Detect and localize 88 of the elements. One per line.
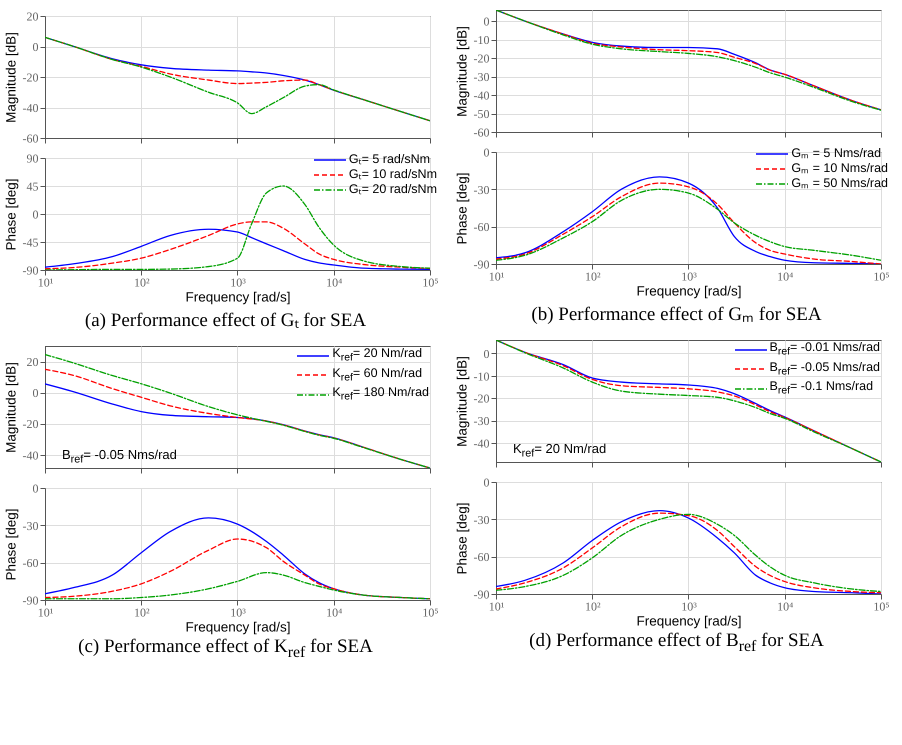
y-tick-label: -20 [474, 392, 490, 406]
x-tick-label: 10³ [230, 606, 246, 620]
y-tick-label: -20 [22, 70, 38, 84]
x-tick-label: 10¹ [38, 606, 54, 620]
y-tick-label: -40 [474, 436, 490, 450]
y-tick-label: -40 [474, 88, 490, 103]
x-tick-label: 10⁴ [326, 276, 342, 290]
x-tick-label: 10⁵ [422, 276, 439, 290]
y-tick-label: -90 [474, 258, 490, 272]
y-tick-label: -30 [474, 512, 490, 527]
x-tick-label: 10³ [681, 270, 698, 284]
x-tick-label: 10⁴ [777, 600, 794, 614]
x-tick-label: 10³ [230, 276, 246, 290]
y-tick-label: -60 [474, 220, 490, 234]
x-axis-title: Frequency [rad/s] [636, 284, 742, 298]
y-tick-label: -10 [474, 33, 490, 48]
y-tick-label: -30 [474, 70, 490, 84]
text: (c) Performance effect of K$_{ref}$ for SEA [77, 636, 374, 662]
x-tick-label: 10² [134, 606, 150, 620]
y-tick-label: 20 [26, 10, 38, 24]
x-tick-label: 10² [134, 276, 150, 290]
y-axis-title: Magnitude [dB] [454, 356, 470, 447]
y-axis-title: Phase [deg] [4, 178, 19, 251]
x-tick-label: 10⁴ [777, 270, 794, 284]
y-tick-label: -50 [474, 107, 490, 122]
legend-label: Gₘ = 5 Nms/rad [791, 146, 882, 161]
text: (b) Performance effect of Gₘ for SEA [530, 303, 823, 326]
y-tick-label: -20 [474, 52, 490, 66]
y-tick-label: 0 [32, 208, 38, 222]
y-tick-label: -60 [22, 556, 38, 570]
x-tick-label: 10² [584, 270, 601, 284]
x-axis-title: Frequency [rad/s] [185, 620, 291, 634]
text: (d) Performance effect of B$_{ref}$ for SEA [528, 630, 825, 656]
y-tick-label: 0 [484, 346, 490, 361]
y-axis-title: Phase [deg] [454, 502, 470, 575]
x-tick-label: 10³ [681, 600, 698, 614]
text: (a) Performance effect of Gₜ for SEA [84, 309, 368, 332]
y-tick-label: -20 [22, 417, 38, 432]
legend-label: K$_{ref}$= 180 Nm/rad [332, 385, 429, 404]
y-tick-label: -45 [22, 236, 38, 250]
x-tick-label: 10² [584, 600, 601, 614]
y-tick-label: -60 [22, 132, 38, 146]
y-axis-title: Magnitude [dB] [454, 26, 470, 117]
y-axis-title: Phase [deg] [4, 508, 19, 581]
y-tick-label: -90 [22, 264, 38, 278]
y-tick-label: -60 [474, 126, 490, 140]
legend-label: K$_{ref}$= 20 Nm/rad [332, 346, 422, 366]
y-tick-label: -10 [474, 369, 490, 384]
y-tick-label: -40 [22, 101, 38, 115]
x-tick-label: 10⁴ [326, 606, 342, 620]
x-tick-label: 10⁵ [873, 600, 890, 614]
legend-label: Gₘ = 50 Nms/rad [791, 176, 888, 191]
y-tick-label: 0 [484, 14, 490, 29]
y-tick-label: -60 [474, 550, 490, 564]
y-tick-label: 0 [32, 386, 38, 400]
y-tick-label: 0 [484, 476, 490, 490]
legend-label: Gₘ = 10 Nms/rad [791, 161, 888, 176]
legend-label: Gₜ= 20 rad/sNm [348, 182, 437, 197]
annotation: K$_{ref}$= 20 Nm/rad [513, 441, 606, 460]
legend-label: Gₜ= 10 rad/sNm [348, 167, 437, 182]
legend-label: B$_{ref}$= -0.01 Nms/rad [770, 340, 880, 360]
y-tick-label: -90 [22, 594, 38, 608]
y-axis-title: Phase [deg] [454, 172, 470, 245]
y-tick-label: 0 [32, 40, 38, 54]
y-axis-title: Magnitude [dB] [4, 362, 19, 453]
y-tick-label: 0 [484, 146, 490, 160]
x-axis-title: Frequency [rad/s] [636, 614, 742, 628]
y-tick-label: -30 [474, 414, 490, 428]
x-tick-label: 10⁵ [422, 606, 439, 620]
y-tick-label: -90 [474, 588, 490, 602]
x-tick-label: 10¹ [488, 600, 505, 614]
annotation: B$_{ref}$= -0.05 Nms/rad [62, 447, 177, 466]
x-tick-label: 10¹ [38, 276, 54, 290]
y-axis-title: Magnitude [dB] [4, 32, 19, 123]
y-tick-label: -30 [22, 518, 38, 533]
legend-label: Gₜ= 5 rad/sNm [348, 152, 430, 167]
x-axis-title: Frequency [rad/s] [185, 290, 291, 304]
x-tick-label: 10⁵ [873, 270, 890, 284]
legend-label: B$_{ref}$= -0.1 Nms/rad [770, 379, 874, 398]
y-tick-label: -30 [474, 182, 490, 197]
y-tick-label: 90 [26, 152, 38, 166]
legend-label: B$_{ref}$= -0.05 Nms/rad [770, 360, 880, 379]
y-tick-label: 20 [26, 355, 38, 370]
y-tick-label: -40 [22, 448, 38, 462]
x-tick-label: 10¹ [488, 270, 505, 284]
y-tick-label: 45 [26, 180, 38, 194]
y-tick-label: 0 [32, 482, 38, 496]
legend-label: K$_{ref}$= 60 Nm/rad [332, 366, 422, 385]
